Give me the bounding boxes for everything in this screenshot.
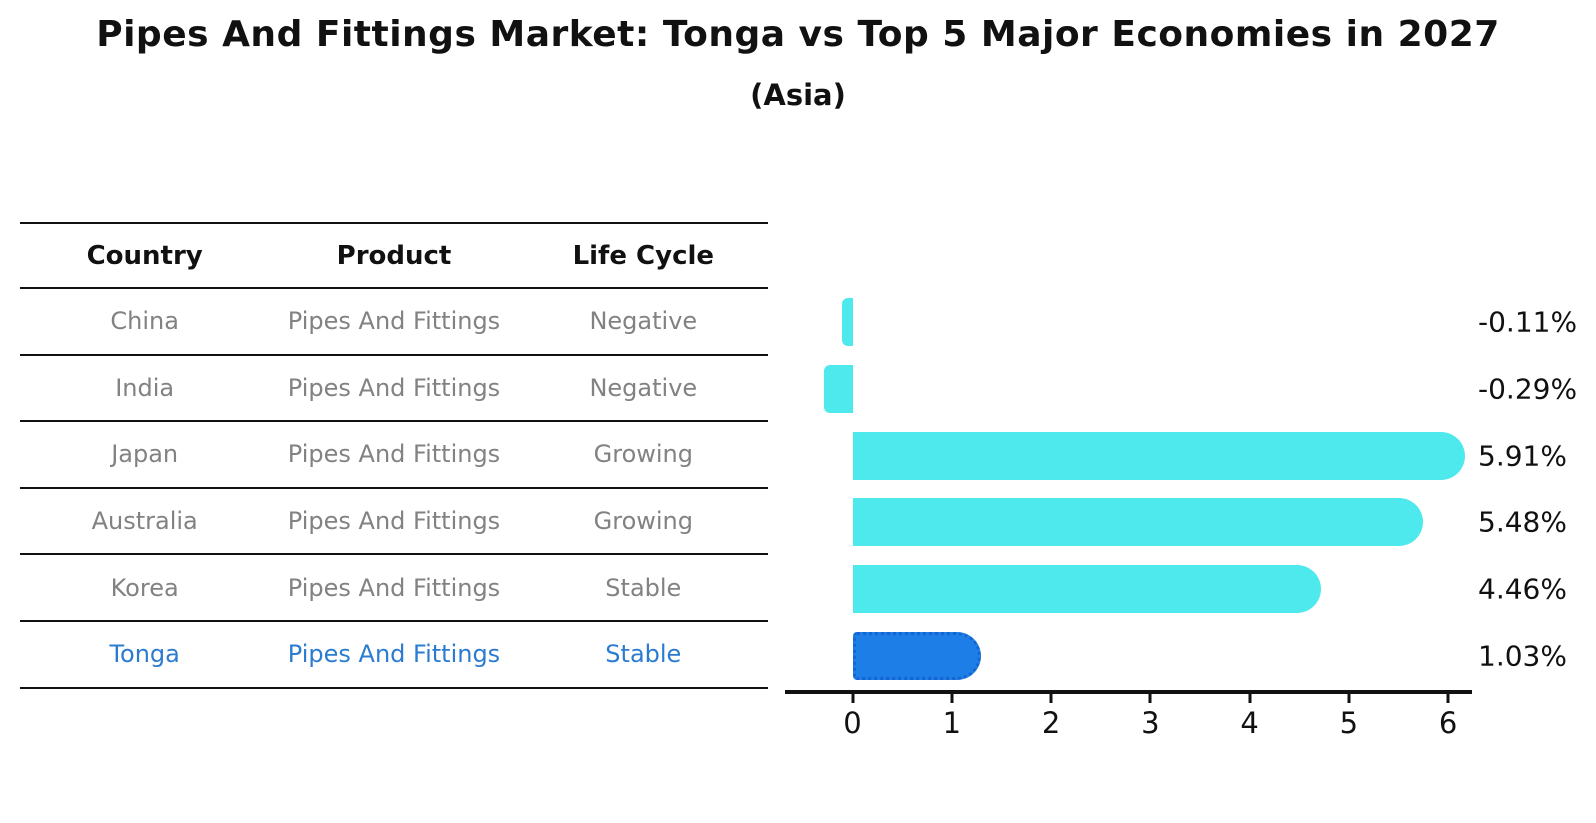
value-label-australia: 5.48% bbox=[1478, 505, 1567, 539]
x-axis-tick bbox=[1148, 693, 1152, 703]
cell-lifecycle: Negative bbox=[589, 373, 698, 402]
value-label-china: -0.11% bbox=[1478, 305, 1578, 339]
table-header-row: Country Product Life Cycle bbox=[20, 222, 768, 289]
cell-product: Pipes And Fittings bbox=[287, 573, 501, 602]
x-axis-tick bbox=[950, 693, 954, 703]
x-axis-tick bbox=[1446, 693, 1450, 703]
x-tick-label: 3 bbox=[1141, 706, 1160, 740]
bar-japan bbox=[852, 431, 1466, 480]
cell-country: Japan bbox=[111, 440, 179, 469]
table-row-tonga: Tonga Pipes And Fittings Stable bbox=[20, 622, 768, 689]
value-label-india: -0.29% bbox=[1478, 372, 1578, 406]
cell-lifecycle: Growing bbox=[593, 440, 693, 469]
bar-korea bbox=[852, 565, 1322, 613]
col-header-lifecycle: Life Cycle bbox=[572, 240, 715, 271]
cell-product: Pipes And Fittings bbox=[287, 307, 501, 336]
cell-lifecycle: Stable bbox=[605, 573, 682, 602]
x-tick-label: 2 bbox=[1041, 706, 1061, 740]
value-label-korea: 4.46% bbox=[1478, 572, 1567, 606]
cell-lifecycle: Negative bbox=[589, 307, 698, 336]
chart-subtitle: (Asia) bbox=[750, 78, 846, 112]
cell-lifecycle: Growing bbox=[593, 507, 693, 536]
value-label-japan: 5.91% bbox=[1478, 439, 1567, 473]
x-tick-label: 1 bbox=[942, 706, 962, 740]
col-header-country: Country bbox=[86, 240, 203, 271]
table-row-korea: Korea Pipes And Fittings Stable bbox=[20, 555, 768, 622]
cell-country: Korea bbox=[110, 573, 179, 602]
x-axis-tick bbox=[851, 693, 855, 703]
plot-area: 0 1 2 3 4 5 6 bbox=[785, 289, 1472, 740]
cell-country: China bbox=[110, 307, 179, 336]
cell-country: Australia bbox=[91, 507, 198, 536]
table-row-japan: Japan Pipes And Fittings Growing bbox=[20, 422, 768, 489]
bar-australia bbox=[852, 498, 1423, 547]
x-axis-tick bbox=[1248, 693, 1252, 703]
cell-product: Pipes And Fittings bbox=[287, 507, 501, 536]
cell-product: Pipes And Fittings bbox=[287, 640, 501, 669]
x-tick-label: 4 bbox=[1240, 706, 1259, 740]
bar-india bbox=[823, 365, 853, 413]
bar-tonga bbox=[852, 631, 981, 680]
value-label-tonga: 1.03% bbox=[1478, 639, 1567, 673]
x-tick-label: 5 bbox=[1339, 706, 1359, 740]
cell-product: Pipes And Fittings bbox=[287, 440, 501, 469]
cell-product: Pipes And Fittings bbox=[287, 373, 501, 402]
table-row-australia: Australia Pipes And Fittings Growing bbox=[20, 489, 768, 556]
chart-title: Pipes And Fittings Market: Tonga vs Top … bbox=[96, 14, 1500, 55]
bar-china bbox=[841, 298, 853, 347]
x-axis-tick bbox=[1049, 693, 1053, 703]
x-axis-line bbox=[785, 690, 1472, 694]
table-row-india: India Pipes And Fittings Negative bbox=[20, 356, 768, 423]
x-tick-label: 6 bbox=[1438, 706, 1458, 740]
table-row-china: China Pipes And Fittings Negative bbox=[20, 289, 768, 356]
x-tick-label: 0 bbox=[843, 706, 862, 740]
x-axis-tick bbox=[1347, 693, 1351, 703]
country-table: Country Product Life Cycle China Pipes A… bbox=[20, 222, 768, 689]
col-header-product: Product bbox=[336, 240, 452, 271]
cell-country: India bbox=[115, 373, 175, 402]
cell-lifecycle: Stable bbox=[605, 640, 682, 669]
cell-country: Tonga bbox=[109, 640, 180, 669]
